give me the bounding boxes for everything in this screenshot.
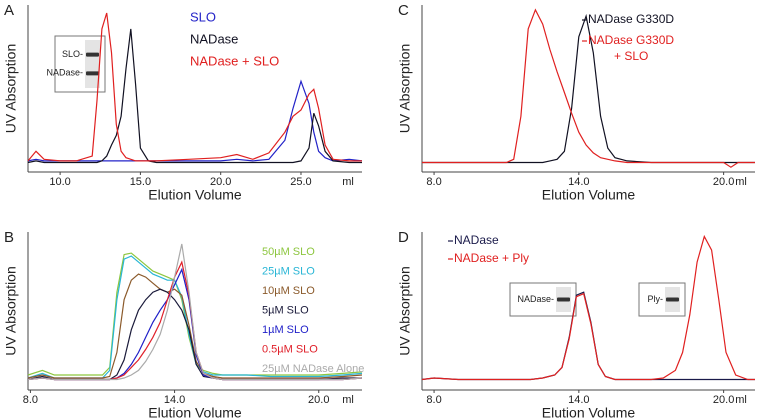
gel-lane	[85, 40, 100, 88]
x-tick-label: 8.0	[426, 176, 441, 188]
y-axis-label: UV Absorption	[397, 44, 413, 134]
x-axis-label: Elution Volume	[542, 187, 636, 203]
legend-label: NADase + SLO	[190, 53, 279, 68]
x-tick-label: 14.0	[568, 394, 589, 406]
panel-label: C	[398, 2, 409, 19]
gel-band	[86, 52, 99, 57]
x-tick-label: 20.0	[713, 176, 734, 188]
y-axis-label: UV Absorption	[3, 44, 19, 134]
legend-label: SLO	[190, 9, 216, 24]
x-axis-label: Elution Volume	[148, 405, 242, 418]
x-tick-label: 20.0	[308, 394, 329, 406]
x-tick-label: 20.0	[210, 176, 231, 188]
series-line	[27, 252, 363, 376]
legend-label: 1µM SLO	[262, 324, 309, 336]
legend-label: NADase + Ply	[454, 251, 529, 265]
x-axis-label: Elution Volume	[542, 405, 636, 418]
legend-label: 25µM NADase Alone	[262, 363, 364, 375]
legend-label: 10µM SLO	[262, 285, 315, 297]
gel-label: NADase-	[46, 68, 83, 78]
series-line	[27, 12, 362, 162]
x-unit: ml	[735, 176, 747, 188]
panel-label: D	[398, 229, 409, 246]
legend-label: 25µM SLO	[262, 265, 315, 277]
x-tick-label: 15.0	[130, 176, 151, 188]
panel-label: A	[4, 2, 14, 19]
x-tick-label: 8.0	[23, 394, 38, 406]
x-tick-label: 25.0	[290, 176, 311, 188]
gel-band	[666, 297, 679, 302]
x-tick-label: 20.0	[713, 394, 734, 406]
gel-label: Ply-	[648, 294, 664, 304]
series-line	[27, 255, 363, 379]
gel-band	[86, 71, 99, 76]
series-line	[422, 8, 755, 168]
x-axis-label: Elution Volume	[148, 187, 242, 203]
panel-label: B	[4, 229, 14, 246]
x-tick-label: 10.0	[49, 176, 70, 188]
legend-label: NADase	[190, 31, 238, 46]
series-line	[421, 291, 755, 381]
x-tick-label: 14.0	[568, 176, 589, 188]
y-axis-label: UV Absorption	[397, 266, 413, 356]
x-tick-label: 8.0	[426, 394, 441, 406]
x-tick-label: 14.0	[164, 394, 185, 406]
series-line	[27, 79, 363, 162]
y-axis-label: UV Absorption	[3, 266, 19, 356]
x-unit: ml	[342, 176, 354, 188]
legend-label: 5µM SLO	[262, 304, 309, 316]
x-unit: ml	[735, 394, 747, 406]
legend-label: NADase G330D + SLO	[588, 33, 674, 63]
legend-label: NADase G330D	[588, 12, 674, 26]
gel-band	[557, 297, 570, 302]
series-line	[27, 243, 363, 381]
gel-label: SLO-	[62, 49, 83, 59]
legend-label: 50µM SLO	[262, 246, 315, 258]
legend-label: 0.5µM SLO	[262, 343, 318, 355]
gel-label: NADase-	[517, 294, 554, 304]
x-unit: ml	[342, 394, 354, 406]
legend-label: NADase	[454, 233, 499, 247]
series-line	[421, 234, 755, 381]
